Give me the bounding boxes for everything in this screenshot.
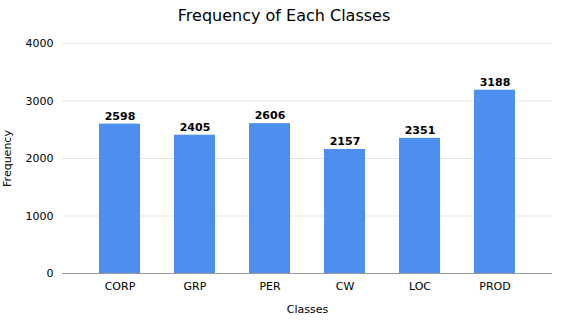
svg-text:2405: 2405 xyxy=(180,121,211,134)
svg-text:2598: 2598 xyxy=(105,110,136,123)
svg-text:2351: 2351 xyxy=(405,124,436,137)
svg-text:PER: PER xyxy=(259,280,281,293)
svg-text:0: 0 xyxy=(47,267,54,280)
svg-text:3188: 3188 xyxy=(480,76,511,89)
svg-text:Frequency: Frequency xyxy=(1,130,14,187)
svg-text:CW: CW xyxy=(336,280,355,293)
svg-text:PROD: PROD xyxy=(479,280,510,293)
svg-text:3000: 3000 xyxy=(26,95,54,108)
html-text:Frequency of Each Classes: Frequency of Each Classes xyxy=(177,6,391,25)
svg-text:LOC: LOC xyxy=(409,280,431,293)
svg-text:GRP: GRP xyxy=(184,280,207,293)
svg-text:2000: 2000 xyxy=(26,152,54,165)
svg-text:4000: 4000 xyxy=(26,37,54,50)
svg-text:1000: 1000 xyxy=(26,210,54,223)
svg-text:2606: 2606 xyxy=(255,109,286,122)
svg-text:Classes: Classes xyxy=(287,303,329,316)
svg-text:2157: 2157 xyxy=(330,135,361,148)
svg-text:CORP: CORP xyxy=(105,280,136,293)
